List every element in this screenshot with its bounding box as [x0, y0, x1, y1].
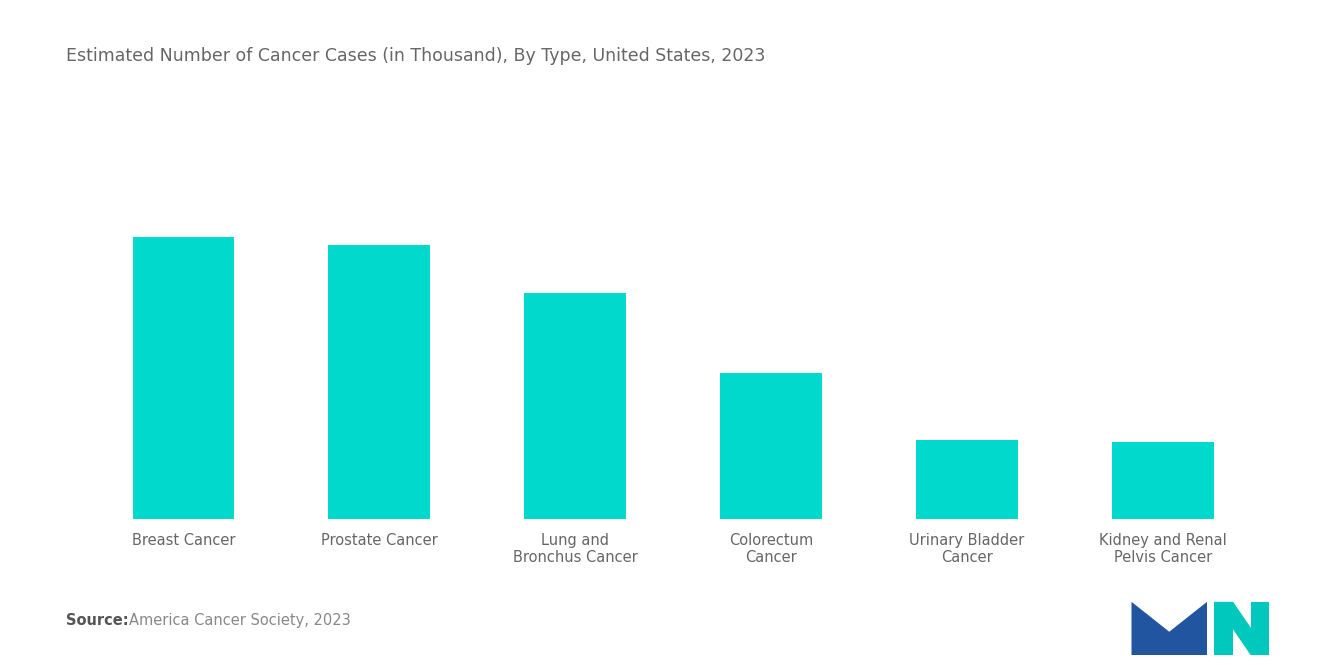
- Bar: [1111, 442, 1214, 519]
- Text: Source:: Source:: [66, 613, 128, 628]
- Text: America Cancer Society, 2023: America Cancer Society, 2023: [129, 613, 351, 628]
- Bar: [721, 373, 822, 519]
- Text: Estimated Number of Cancer Cases (in Thousand), By Type, United States, 2023: Estimated Number of Cancer Cases (in Tho…: [66, 47, 766, 65]
- Polygon shape: [1250, 602, 1270, 655]
- Polygon shape: [1214, 602, 1233, 655]
- Polygon shape: [1131, 602, 1206, 655]
- Bar: [524, 293, 626, 519]
- Bar: [916, 440, 1018, 519]
- Bar: [132, 237, 235, 519]
- Bar: [329, 245, 430, 519]
- Polygon shape: [1214, 602, 1270, 655]
